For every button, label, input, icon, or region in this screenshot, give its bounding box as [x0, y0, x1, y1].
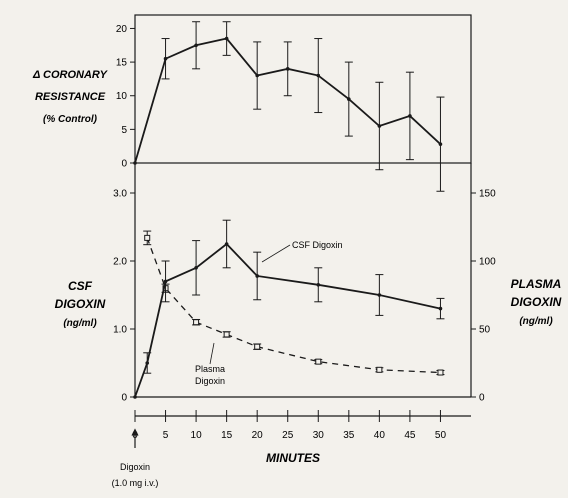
x-tick-label: 10	[191, 430, 203, 441]
top-y-tick-label: 10	[116, 91, 128, 102]
top-y-tick-label: 15	[116, 58, 128, 69]
plasma-series-label-line-1: Plasma	[195, 364, 225, 374]
csf-y-tick-label: 1.0	[113, 325, 127, 336]
csf-ylabel-line-3: (ng/ml)	[63, 318, 97, 329]
x-tick-label: 40	[374, 430, 386, 441]
csf-digoxin-point	[145, 361, 150, 365]
top-y-tick-label: 0	[121, 159, 127, 170]
coronary-resistance-point	[255, 73, 259, 78]
coronary-resistance-point	[224, 36, 229, 41]
csf-y-tick-label: 3.0	[113, 189, 127, 200]
coronary-resistance-panel: 0 5 10 15 20 Δ CORONARY RESISTANCE (% Contro…	[32, 14, 472, 192]
plasma-digoxin-series	[143, 230, 445, 376]
csf-digoxin-series	[133, 219, 445, 399]
csf-digoxin-point	[163, 279, 168, 284]
csf-y-axis: 0 1.0 2.0 3.0	[113, 189, 135, 404]
top-ylabel-line-3: (% Control)	[43, 114, 98, 125]
coronary-resistance-point	[377, 124, 382, 128]
coronary-resistance-point	[316, 73, 321, 78]
plasma-digoxin-point	[437, 369, 444, 376]
plasma-ylabel-line-1: PLASMA	[511, 277, 562, 291]
csf-digoxin-point	[194, 266, 198, 270]
plasma-digoxin-point	[144, 234, 151, 241]
top-y-axis: 0 5 10 15 20	[116, 24, 135, 170]
plasma-digoxin-point	[315, 358, 322, 365]
plasma-ylabel-line-2: DIGOXIN	[511, 295, 562, 309]
plasma-series-label-line-2: Digoxin	[195, 376, 225, 386]
csf-digoxin-line	[134, 242, 441, 398]
plasma-digoxin-point	[223, 331, 230, 338]
csf-series-label: CSF Digoxin	[292, 240, 343, 250]
coronary-resistance-point	[438, 142, 443, 146]
x-tick-label: 30	[313, 430, 325, 441]
plasma-digoxin-point	[254, 343, 261, 350]
plasma-y-tick-label: 0	[479, 393, 485, 404]
coronary-resistance-point	[347, 97, 351, 101]
coronary-resistance-series	[133, 21, 445, 192]
digoxin-panel: 0 1.0 2.0 3.0 0 50 100 150 0 5 10 15 20 25 30 35 40 45 5…	[55, 163, 562, 488]
csf-y-tick-label: 0	[121, 393, 127, 404]
csf-ylabel-line-1: CSF	[68, 279, 93, 293]
dose-label-line-2: (1.0 mg i.v.)	[112, 478, 159, 488]
x-tick-label: 20	[252, 430, 264, 441]
csf-digoxin-point	[224, 242, 229, 246]
coronary-resistance-point	[285, 67, 290, 71]
x-tick-label: 15	[221, 430, 233, 441]
csf-digoxin-point	[133, 395, 137, 399]
plasma-digoxin-line	[146, 237, 441, 374]
csf-digoxin-point	[316, 283, 321, 287]
top-y-tick-label: 20	[116, 24, 128, 35]
x-tick-label: 45	[404, 430, 416, 441]
coronary-resistance-point	[163, 56, 168, 61]
top-ylabel-line-2: RESISTANCE	[35, 91, 106, 103]
csf-digoxin-point	[377, 293, 382, 297]
plasma-label-leader	[209, 342, 215, 365]
csf-label-leader	[261, 244, 291, 263]
top-plot-frame	[134, 14, 472, 164]
coronary-resistance-point	[194, 43, 198, 48]
plasma-y-tick-label: 50	[479, 325, 491, 336]
dose-label-line-1: Digoxin	[120, 462, 150, 472]
plasma-y-axis: 0 50 100 150	[471, 189, 496, 404]
plasma-ylabel-line-3: (ng/ml)	[519, 316, 553, 327]
coronary-resistance-point	[408, 114, 412, 118]
x-tick-label: 5	[163, 430, 169, 441]
x-tick-label: 25	[282, 430, 294, 441]
csf-digoxin-point	[438, 306, 443, 311]
plasma-digoxin-point	[376, 366, 383, 373]
x-tick-label: 35	[343, 430, 355, 441]
x-axis-title: MINUTES	[266, 451, 320, 465]
top-y-tick-label: 5	[121, 125, 127, 136]
plasma-y-tick-label: 150	[479, 189, 496, 200]
plasma-y-tick-label: 100	[479, 257, 496, 268]
csf-y-tick-label: 2.0	[113, 257, 127, 268]
csf-ylabel-line-2: DIGOXIN	[55, 297, 106, 311]
x-tick-label: 50	[435, 430, 447, 441]
top-ylabel-line-1: Δ CORONARY	[32, 69, 109, 81]
plasma-digoxin-point	[193, 319, 200, 326]
csf-digoxin-point	[255, 274, 259, 278]
